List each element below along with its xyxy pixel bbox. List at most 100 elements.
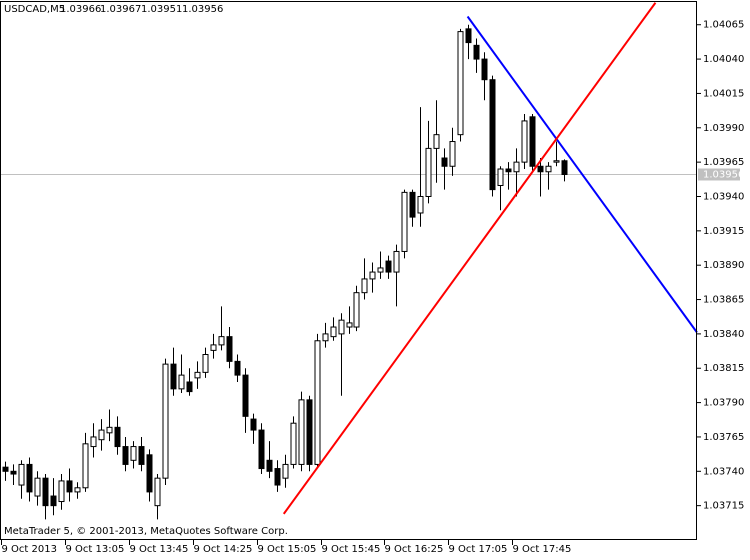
- candle-body: [417, 195, 424, 214]
- candle-body: [114, 426, 121, 448]
- candle-body: [98, 429, 105, 441]
- x-tick-label: 9 Oct 15:45: [322, 544, 381, 555]
- x-tick-label: 9 Oct 16:25: [385, 544, 444, 555]
- y-tick-label: 1.04040: [703, 54, 744, 65]
- y-tick-label: 1.04065: [703, 20, 744, 31]
- x-tick-label: 9 Oct 2013: [2, 544, 57, 555]
- trend-line: [282, 2, 657, 515]
- y-tick-label: 1.03915: [703, 226, 744, 237]
- candle-body: [282, 463, 289, 479]
- candle-body: [449, 141, 456, 167]
- x-tick-label: 9 Oct 14:25: [194, 544, 253, 555]
- candle-body: [338, 319, 345, 335]
- trend-line: [466, 15, 698, 334]
- y-tick-label: 1.03940: [703, 191, 744, 202]
- candle-body: [178, 374, 185, 390]
- candle-body: [481, 58, 488, 81]
- candle-body: [473, 44, 480, 60]
- candle-body: [194, 371, 201, 379]
- x-tick-label: 9 Oct 17:45: [513, 544, 572, 555]
- candle-body: [242, 374, 249, 417]
- candle-body: [322, 333, 329, 342]
- candle-body: [290, 422, 297, 465]
- candle-body: [393, 250, 400, 273]
- candle-body: [505, 168, 512, 173]
- candle-body: [130, 446, 137, 461]
- y-tick-label: 1.03840: [703, 329, 744, 340]
- candle-body: [2, 466, 9, 472]
- candle-body: [34, 477, 41, 497]
- candle-body: [330, 326, 337, 338]
- candle-body: [361, 278, 368, 294]
- candle-body: [90, 436, 97, 448]
- candle-body: [553, 160, 560, 163]
- candle-body: [545, 165, 552, 173]
- candle-body: [18, 463, 25, 486]
- candle-body: [42, 477, 49, 507]
- ohlc-close: 1.03956: [182, 4, 223, 15]
- candle-body: [401, 191, 408, 252]
- candle-body: [314, 340, 321, 465]
- candle-body: [210, 344, 217, 351]
- candle-body: [66, 480, 73, 493]
- candle-body: [122, 446, 129, 465]
- plot-frame: [0, 1, 697, 540]
- candle-body: [274, 468, 281, 486]
- candle-body: [50, 495, 57, 507]
- y-tick-label: 1.03990: [703, 123, 744, 134]
- candle-body: [138, 446, 145, 465]
- candle-body: [377, 267, 384, 273]
- plot-area: [0, 2, 698, 520]
- candle-body: [258, 429, 265, 470]
- candle-body: [497, 168, 504, 186]
- y-tick-label: 1.03740: [703, 466, 744, 477]
- candle-body: [425, 147, 432, 197]
- x-tick-label: 9 Oct 15:05: [258, 544, 317, 555]
- candle-body: [202, 354, 209, 373]
- candle-body: [146, 454, 153, 493]
- candle-body: [385, 260, 392, 273]
- footer: MetaTrader 5, © 2001-2013, MetaQuotes So…: [4, 526, 288, 537]
- current-price-box: [698, 168, 740, 181]
- candle-body: [537, 165, 544, 173]
- current-price-label: 1.03956: [703, 170, 744, 181]
- candle-body: [218, 336, 225, 346]
- candle-body: [106, 426, 113, 434]
- x-tick-label: 9 Oct 17:05: [449, 544, 508, 555]
- candle-body: [369, 271, 376, 280]
- candle-body: [465, 28, 472, 44]
- candle-body: [489, 79, 496, 191]
- candle-body: [26, 463, 33, 493]
- y-tick-label: 1.03890: [703, 260, 744, 271]
- y-tick-label: 1.03715: [703, 501, 744, 512]
- y-tick-label: 1.03965: [703, 157, 744, 168]
- candle-body: [513, 161, 520, 173]
- candle-body: [154, 477, 161, 507]
- x-tick-label: 9 Oct 13:45: [130, 544, 189, 555]
- symbol: USDCAD,M5: [4, 4, 65, 15]
- candle-body: [186, 381, 193, 393]
- candle-body: [74, 487, 81, 493]
- candle-body: [561, 160, 568, 176]
- candle-body: [353, 292, 360, 328]
- candle-body: [234, 360, 241, 376]
- candle-body: [10, 470, 17, 475]
- candle-body: [433, 134, 440, 149]
- y-tick-label: 1.03790: [703, 398, 744, 409]
- ohlc-high: 1.03967: [100, 4, 141, 15]
- candle-body: [409, 191, 416, 218]
- candle-body: [170, 363, 177, 390]
- x-tick-label: 9 Oct 13:05: [66, 544, 125, 555]
- y-tick-label: 1.03815: [703, 363, 744, 374]
- ohlc-low: 1.03951: [141, 4, 182, 15]
- candle-body: [441, 157, 448, 167]
- y-tick-label: 1.03865: [703, 295, 744, 306]
- candle-body: [162, 363, 169, 479]
- y-tick-label: 1.04015: [703, 88, 744, 99]
- candle-body: [58, 480, 65, 503]
- candle-body: [266, 459, 273, 472]
- candle-body: [226, 336, 233, 362]
- candle-body: [306, 399, 313, 465]
